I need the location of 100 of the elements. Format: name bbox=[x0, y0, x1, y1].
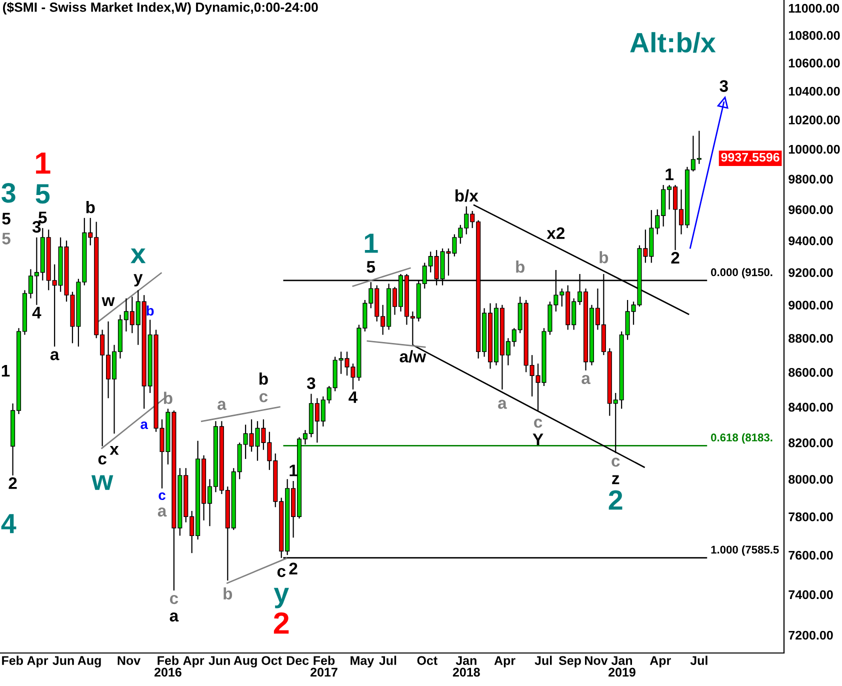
x-tick-label: Feb bbox=[2, 656, 23, 665]
annotation: 2 bbox=[8, 477, 17, 489]
x-tick-label: Aug bbox=[78, 656, 101, 668]
annotation: a/w bbox=[400, 350, 426, 363]
annotation: Y bbox=[532, 434, 544, 446]
annotation: a bbox=[170, 612, 179, 622]
annotation: 3 bbox=[306, 377, 316, 390]
x-tick-label: Jan 2018 bbox=[452, 656, 480, 677]
x-tick-label: Jun bbox=[208, 656, 230, 665]
y-tick-label: 9200.00 bbox=[788, 268, 833, 278]
annotation: 1 bbox=[290, 464, 298, 476]
x-tick-label: Oct bbox=[417, 656, 438, 665]
annotation: 4 bbox=[348, 391, 358, 403]
y-tick-label: 9800.00 bbox=[788, 174, 833, 184]
annotation: a bbox=[140, 421, 148, 430]
x-tick-label: Sep bbox=[558, 656, 581, 668]
annotation: Alt:b/x bbox=[630, 32, 716, 53]
annotation: 0.618 (8183. bbox=[711, 433, 772, 444]
annotation: 1 bbox=[36, 152, 50, 174]
x-tick-label: Feb 2017 bbox=[310, 656, 338, 677]
annotation: b/x bbox=[455, 189, 478, 202]
y-tick-label: 9400.00 bbox=[788, 236, 833, 246]
annotation: 3 bbox=[32, 220, 41, 233]
x-tick-label: Apr bbox=[494, 656, 516, 668]
annotation: c bbox=[277, 568, 286, 578]
annotation: a bbox=[158, 508, 167, 517]
annotation: z bbox=[612, 475, 620, 484]
annotation: c bbox=[98, 455, 106, 465]
annotation: a bbox=[582, 374, 591, 384]
y-tick-label: 8200.00 bbox=[788, 438, 833, 448]
annotation: 2 bbox=[289, 562, 298, 574]
annotation: b bbox=[224, 587, 232, 600]
annotation: b bbox=[86, 201, 95, 214]
annotation: 3 bbox=[720, 80, 728, 92]
annotation: c bbox=[170, 594, 178, 604]
annotation: 1 bbox=[666, 168, 674, 180]
x-tick-label: Apr bbox=[27, 656, 48, 668]
y-tick-label: 9600.00 bbox=[788, 205, 833, 214]
x-tick-label: Nov bbox=[585, 656, 608, 665]
x-tick-label: Jun bbox=[52, 656, 74, 665]
annotation: b bbox=[259, 372, 268, 385]
y-tick-label: 10000.00 bbox=[788, 144, 840, 154]
annotation: a bbox=[218, 400, 226, 410]
annotation: 0.000 (9150. bbox=[711, 268, 772, 278]
y-tick-label: 10800.00 bbox=[788, 30, 840, 40]
annotation: c bbox=[158, 492, 166, 500]
y-tick-label: 10200.00 bbox=[788, 116, 840, 124]
annotation: 4 bbox=[32, 306, 42, 318]
y-tick-label: 8800.00 bbox=[788, 334, 833, 343]
y-tick-label: 10600.00 bbox=[788, 58, 840, 68]
x-tick-label: Jul bbox=[534, 656, 552, 665]
annotation: 1 bbox=[2, 365, 10, 377]
x-tick-label: Nov bbox=[118, 656, 140, 665]
x-tick-label: Oct bbox=[262, 656, 282, 665]
y-tick-label: 7800.00 bbox=[788, 512, 833, 522]
annotation: 2 bbox=[608, 490, 622, 510]
annotation: b bbox=[516, 260, 525, 273]
x-tick-label: Feb 2016 bbox=[154, 656, 182, 677]
x-tick-label: Jul bbox=[690, 656, 708, 665]
y-tick-label: 8400.00 bbox=[788, 402, 833, 412]
annotation: y bbox=[274, 588, 289, 608]
annotation: 5 bbox=[38, 212, 47, 224]
x-tick-label: Jul bbox=[379, 656, 396, 665]
chart-title: ($SMI - Swiss Market Index,W) Dynamic,0:00-24:00 bbox=[3, 2, 318, 14]
annotation: w bbox=[102, 297, 115, 306]
y-tick-label: 7600.00 bbox=[788, 550, 833, 560]
y-tick-label: 7400.00 bbox=[788, 590, 833, 600]
x-tick-label: Jan 2019 bbox=[608, 656, 636, 677]
annotation: 1 bbox=[364, 234, 378, 253]
annotation: b bbox=[600, 251, 608, 264]
y-tick-label: 8000.00 bbox=[788, 474, 833, 484]
annotation: 2 bbox=[671, 252, 680, 264]
annotation: w bbox=[91, 475, 114, 490]
annotation: 5 bbox=[2, 232, 10, 244]
annotation: 3 bbox=[2, 183, 16, 203]
annotation: c bbox=[259, 393, 268, 402]
annotation: a bbox=[50, 351, 60, 360]
y-tick-label: 10400.00 bbox=[788, 86, 840, 96]
annotation: c bbox=[612, 458, 620, 467]
x-tick-label: Aug bbox=[234, 656, 257, 668]
y-tick-label: 9000.00 bbox=[788, 300, 833, 310]
annotation: 2 bbox=[274, 612, 289, 634]
annotation: 5 bbox=[2, 212, 10, 225]
x-tick-label: Dec bbox=[286, 656, 309, 665]
annotation: 5 bbox=[366, 261, 376, 273]
annotation: x bbox=[130, 248, 146, 264]
annotation: 5 bbox=[36, 184, 50, 204]
text: 9937.5596 bbox=[721, 152, 780, 162]
annotation: 4 bbox=[1, 514, 16, 534]
y-tick-label: 7200.00 bbox=[788, 630, 833, 640]
annotation: c bbox=[534, 418, 542, 428]
annotation: a bbox=[498, 400, 507, 409]
annotation: x2 bbox=[546, 227, 565, 239]
x-tick-label: Apr bbox=[650, 656, 671, 668]
x-tick-label: Apr bbox=[183, 656, 204, 668]
y-tick-label: 8600.00 bbox=[788, 368, 833, 377]
y-tick-label: 11000.00 bbox=[788, 4, 840, 13]
x-tick-label: May bbox=[350, 656, 374, 668]
annotation: x bbox=[110, 446, 119, 455]
annotation: y bbox=[134, 274, 143, 286]
